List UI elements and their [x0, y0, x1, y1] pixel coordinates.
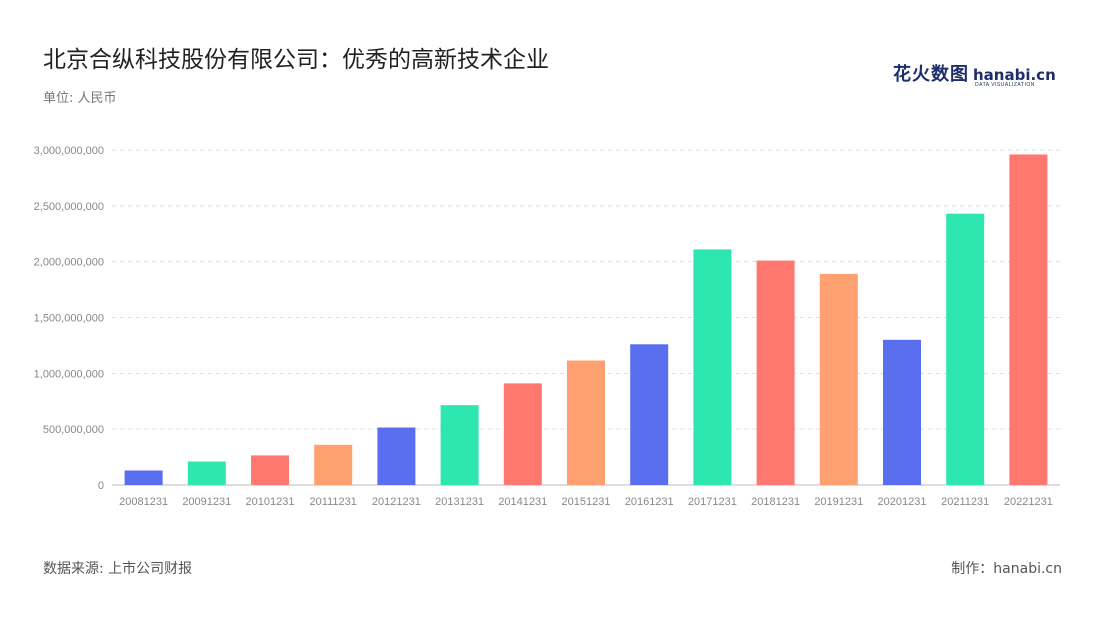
bar — [756, 260, 795, 485]
y-tick-label: 2,500,000,000 — [34, 201, 104, 213]
logo-en: hanabi.cn — [973, 66, 1056, 84]
bar — [251, 455, 289, 485]
x-tick-label: 20111231 — [310, 496, 357, 508]
chart-title: 北京合纵科技股份有限公司：优秀的高新技术企业 — [43, 47, 549, 73]
brand-logo: 花火数图 hanabi.cn DATA VISUALIZATION — [893, 60, 1056, 88]
y-tick-label: 1,000,000,000 — [34, 368, 104, 380]
credit: 制作：hanabi.cn — [951, 561, 1062, 577]
y-tick-label: 500,000,000 — [43, 424, 104, 436]
bar — [187, 461, 226, 485]
bar — [567, 360, 605, 485]
bar — [693, 249, 732, 485]
y-tick-label: 2,000,000,000 — [34, 257, 104, 269]
x-tick-label: 20121231 — [372, 496, 421, 508]
logo-cn: 花火数图 — [893, 64, 969, 85]
bar — [377, 427, 416, 485]
bar — [124, 470, 163, 485]
y-tick-label: 0 — [98, 480, 104, 492]
x-tick-label: 20171231 — [688, 496, 737, 508]
x-tick-label: 20221231 — [1004, 496, 1053, 508]
x-tick-label: 20141231 — [498, 496, 547, 508]
x-tick-label: 20191231 — [814, 496, 863, 508]
x-tick-label: 20101231 — [246, 496, 295, 508]
bar — [946, 213, 985, 485]
bar — [440, 405, 479, 485]
bar — [314, 444, 353, 485]
x-tick-label: 20131231 — [435, 496, 484, 508]
bar — [630, 344, 669, 485]
x-tick-label: 20161231 — [625, 496, 674, 508]
y-tick-label: 3,000,000,000 — [34, 145, 104, 157]
x-tick-label: 20201231 — [878, 496, 927, 508]
x-tick-label: 20181231 — [751, 496, 800, 508]
bar — [883, 339, 921, 485]
bar — [819, 273, 858, 485]
x-tick-label: 20081231 — [119, 496, 168, 508]
x-tick-label: 20211231 — [941, 496, 989, 508]
x-tick-label: 20091231 — [182, 496, 231, 508]
bar — [503, 383, 542, 485]
logo-tagline: DATA VISUALIZATION — [975, 82, 1035, 88]
x-tick-label: 20151231 — [562, 496, 611, 508]
bar — [1009, 154, 1048, 485]
data-source: 数据来源: 上市公司财报 — [43, 561, 193, 577]
y-tick-label: 1,500,000,000 — [34, 313, 104, 325]
unit-label: 单位: 人民币 — [43, 91, 117, 106]
